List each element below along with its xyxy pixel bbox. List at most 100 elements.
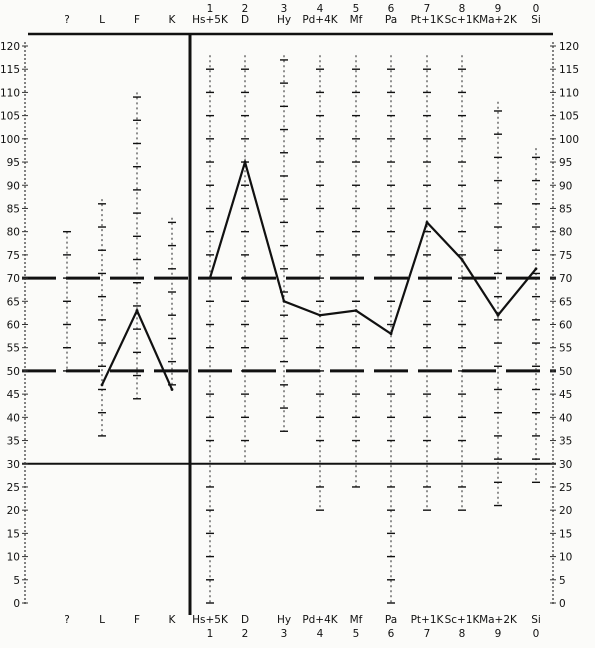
profile-point-Hy	[282, 299, 286, 303]
y-tick-label-right: 115	[559, 64, 579, 76]
y-tick-label-left: 10	[7, 552, 20, 564]
category-label-bottom: D	[241, 614, 249, 626]
y-tick-label-left: 45	[7, 389, 20, 401]
scale-number-top: 6	[388, 3, 395, 15]
category-label-top: Pd+4K	[302, 14, 338, 26]
scale-number-bottom: 0	[533, 628, 540, 640]
category-label-bottom: Hy	[277, 614, 291, 626]
y-tick-label-right: 65	[559, 296, 572, 308]
y-tick-label-left: 35	[7, 436, 20, 448]
category-label-bottom: Pa	[385, 614, 397, 626]
y-tick-label-left: 60	[7, 320, 20, 332]
scale-number-bottom: 5	[353, 628, 360, 640]
y-tick-label-right: 30	[559, 459, 572, 471]
scale-number-top: 4	[317, 3, 324, 15]
category-label-top: Pa	[385, 14, 397, 26]
scale-number-top: 8	[459, 3, 466, 15]
y-tick-label-right: 15	[559, 528, 572, 540]
category-label-bottom: Pd+4K	[302, 614, 338, 626]
category-label-top: ?	[64, 14, 70, 26]
scale-number-bottom: 2	[242, 628, 249, 640]
category-label-top: Hs+5K	[192, 14, 229, 26]
y-tick-label-left: 100	[0, 134, 20, 146]
profile-point-Pd+4K	[318, 313, 322, 317]
profile-point-Pt+1K	[425, 220, 429, 224]
category-label-bottom: Hs+5K	[192, 614, 229, 626]
y-tick-label-left: 20	[7, 505, 20, 517]
y-tick-label-right: 90	[559, 180, 572, 192]
y-tick-label-right: 105	[559, 111, 579, 123]
y-tick-label-right: 55	[559, 343, 572, 355]
category-label-top: Hy	[277, 14, 291, 26]
category-label-bottom: F	[134, 614, 140, 626]
y-tick-label-left: 40	[7, 412, 20, 424]
category-label-bottom: ?	[64, 614, 70, 626]
category-label-bottom: Sc+1K	[445, 614, 481, 626]
scale-number-bottom: 9	[495, 628, 502, 640]
y-tick-label-right: 95	[559, 157, 572, 169]
y-tick-label-left: 55	[7, 343, 20, 355]
y-tick-label-left: 25	[7, 482, 20, 494]
y-tick-label-right: 0	[559, 598, 566, 610]
profile-point-Mf	[354, 309, 358, 312]
category-label-bottom: K	[169, 614, 177, 626]
scale-number-top: 3	[281, 3, 288, 15]
profile-point-L	[100, 383, 104, 387]
y-tick-label-right: 5	[559, 575, 566, 587]
y-tick-label-left: 5	[13, 575, 20, 587]
y-tick-label-right: 85	[559, 203, 572, 215]
profile-point-Sc+1K	[460, 258, 464, 261]
y-tick-label-right: 40	[559, 412, 572, 424]
profile-point-Si	[534, 267, 538, 271]
scale-number-top: 1	[207, 3, 214, 15]
y-tick-label-right: 110	[559, 87, 579, 99]
y-tick-label-left: 95	[7, 157, 20, 169]
y-tick-label-left: 120	[0, 41, 20, 53]
profile-line-clinical	[208, 158, 537, 336]
y-tick-label-right: 75	[559, 250, 572, 262]
category-label-top: L	[99, 14, 105, 26]
scale-number-bottom: 1	[207, 628, 214, 640]
category-label-bottom: Ma+2K	[479, 614, 518, 626]
y-tick-label-right: 35	[559, 436, 572, 448]
scale-number-top: 2	[242, 3, 249, 15]
y-tick-label-left: 50	[7, 366, 20, 378]
scale-number-top: 0	[533, 3, 540, 15]
y-tick-label-left: 70	[7, 273, 20, 285]
y-tick-label-left: 15	[7, 528, 20, 540]
profile-point-Pa	[389, 332, 393, 336]
profile-point-Ma+2K	[496, 313, 500, 317]
category-label-top: Mf	[350, 14, 363, 26]
y-tick-label-left: 115	[0, 64, 20, 76]
y-tick-label-left: 85	[7, 203, 20, 215]
y-tick-label-left: 30	[7, 459, 20, 471]
y-tick-label-right: 20	[559, 505, 572, 517]
y-tick-label-right: 45	[559, 389, 572, 401]
scale-number-top: 7	[424, 3, 431, 15]
y-tick-label-left: 75	[7, 250, 20, 262]
y-tick-label-left: 105	[0, 111, 20, 123]
y-tick-label-right: 25	[559, 482, 572, 494]
category-label-top: Si	[531, 14, 541, 26]
category-label-bottom: Pt+1K	[411, 614, 445, 626]
scale-number-bottom: 7	[424, 628, 431, 640]
y-tick-label-left: 0	[13, 598, 20, 610]
scale-number-bottom: 3	[281, 628, 288, 640]
y-tick-label-right: 10	[559, 552, 572, 564]
y-tick-label-right: 120	[559, 41, 579, 53]
category-label-bottom: L	[99, 614, 105, 626]
category-label-bottom: Si	[531, 614, 541, 626]
scale-number-bottom: 6	[388, 628, 395, 640]
y-tick-label-left: 110	[0, 87, 20, 99]
y-tick-label-left: 80	[7, 227, 20, 239]
profile-point-K	[170, 388, 174, 391]
scale-number-top: 5	[353, 3, 360, 15]
category-label-top: Pt+1K	[411, 14, 445, 26]
profile-point-Hs+5K	[208, 276, 212, 280]
category-label-top: D	[241, 14, 249, 26]
y-tick-label-left: 90	[7, 180, 20, 192]
scale-number-top: 9	[495, 3, 502, 15]
category-label-top: K	[169, 14, 177, 26]
scale-number-bottom: 8	[459, 628, 466, 640]
